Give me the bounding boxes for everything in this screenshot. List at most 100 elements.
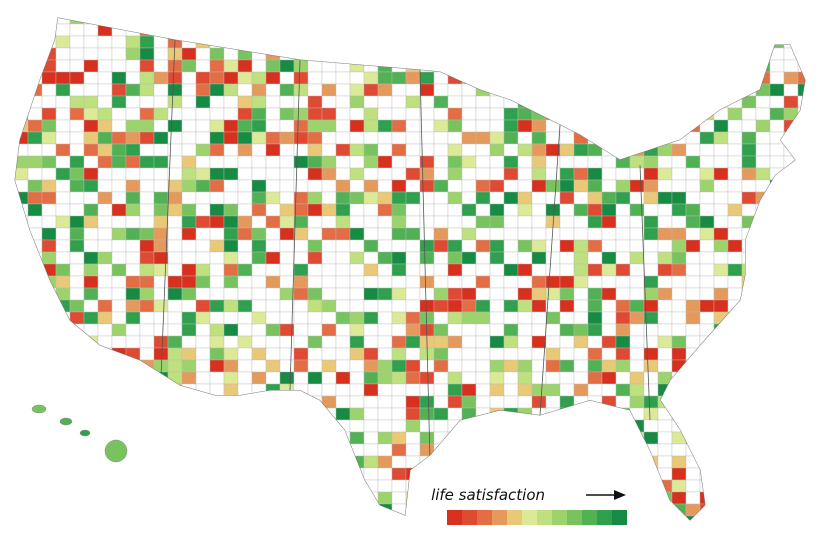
county (97, 167, 113, 181)
county (475, 215, 491, 229)
county (769, 143, 785, 157)
county (391, 407, 407, 421)
county (433, 71, 449, 85)
county (15, 467, 29, 481)
county (391, 275, 407, 289)
county (195, 23, 211, 37)
county (741, 179, 757, 193)
county (209, 23, 225, 37)
county (461, 119, 477, 133)
county (797, 18, 805, 25)
county (377, 95, 393, 109)
county (153, 395, 169, 409)
county (517, 395, 533, 409)
county (727, 227, 743, 241)
county (223, 83, 239, 97)
county (769, 287, 785, 301)
county (223, 35, 239, 49)
county (756, 528, 770, 540)
county (111, 299, 127, 313)
county (419, 71, 435, 85)
county (251, 323, 267, 337)
county (489, 299, 505, 313)
county (223, 503, 239, 517)
county (223, 491, 239, 505)
county (307, 167, 323, 181)
county (826, 492, 840, 504)
county (615, 263, 631, 277)
county (517, 71, 533, 85)
county (321, 503, 337, 517)
county (489, 407, 505, 421)
county (223, 275, 239, 289)
county (475, 239, 491, 253)
county (503, 119, 519, 133)
county (167, 515, 183, 520)
county (741, 239, 757, 253)
county (812, 252, 826, 264)
county (405, 239, 421, 253)
county (433, 23, 449, 37)
county (139, 191, 155, 205)
county (97, 18, 113, 25)
county (489, 443, 505, 457)
county (321, 191, 337, 205)
county (826, 528, 840, 540)
county (559, 179, 575, 193)
county (685, 18, 701, 25)
county (643, 347, 659, 361)
county (195, 251, 211, 265)
county (475, 203, 491, 217)
county (783, 311, 799, 325)
county (769, 155, 785, 169)
county (167, 299, 183, 313)
county (55, 299, 71, 313)
county (517, 191, 533, 205)
county (727, 383, 743, 397)
county (503, 455, 519, 469)
county (615, 215, 631, 229)
county (559, 347, 575, 361)
county (363, 35, 379, 49)
county (826, 84, 840, 96)
county (139, 215, 155, 229)
county (531, 251, 547, 265)
county (335, 35, 351, 49)
county (685, 299, 701, 313)
county (545, 359, 561, 373)
county (573, 419, 589, 433)
county (0, 264, 14, 276)
county (153, 23, 169, 37)
county (335, 335, 351, 349)
county (349, 215, 365, 229)
county (321, 419, 337, 433)
county (195, 191, 211, 205)
county (671, 23, 687, 37)
county (671, 395, 687, 409)
county (713, 347, 729, 361)
county (15, 455, 29, 469)
county (307, 503, 323, 517)
county (55, 167, 71, 181)
county (321, 119, 337, 133)
county (167, 407, 183, 421)
county (770, 528, 784, 540)
county (657, 35, 673, 49)
county (405, 467, 421, 481)
county (251, 359, 267, 373)
county (531, 203, 547, 217)
county (531, 155, 547, 169)
county (769, 323, 785, 337)
county (741, 515, 757, 520)
county (475, 443, 491, 457)
county (209, 155, 225, 169)
county (727, 35, 743, 49)
county (15, 23, 29, 37)
county (783, 203, 799, 217)
county (237, 35, 253, 49)
county (503, 311, 519, 325)
county (812, 348, 826, 360)
county (363, 431, 379, 445)
county (573, 191, 589, 205)
county (531, 323, 547, 337)
